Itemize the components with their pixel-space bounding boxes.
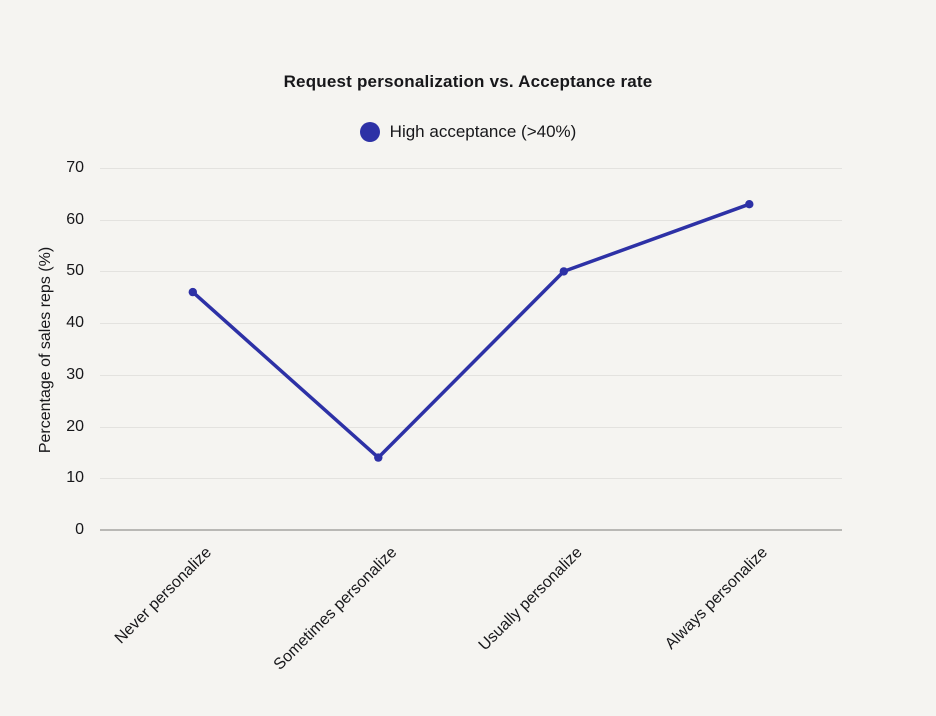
data-point: [559, 267, 568, 276]
series-line: [191, 202, 752, 460]
chart-title: Request personalization vs. Acceptance r…: [283, 72, 653, 91]
y-tick-label: 40: [66, 314, 84, 332]
gridline: [100, 478, 842, 480]
x-axis-line: [100, 529, 842, 531]
data-point: [745, 200, 754, 209]
data-point: [374, 453, 383, 462]
y-tick-label: 0: [75, 521, 84, 538]
legend: High acceptance (>40%): [0, 122, 936, 142]
y-tick-label: 30: [66, 365, 84, 383]
gridline: [100, 323, 842, 325]
legend-marker-icon: [359, 122, 380, 142]
gridline: [100, 426, 842, 428]
y-tick-label: 70: [66, 159, 84, 176]
gridline: [100, 271, 842, 273]
gridline: [100, 374, 842, 376]
gridline: [100, 219, 842, 221]
legend-label: High acceptance (>40%): [389, 122, 577, 141]
y-tick-label: 60: [66, 210, 84, 228]
y-tick-label: 20: [66, 417, 84, 435]
data-point: [188, 287, 197, 297]
y-tick-label: 50: [66, 262, 84, 280]
y-tick-label: 10: [66, 469, 84, 487]
gridline: [100, 168, 842, 169]
